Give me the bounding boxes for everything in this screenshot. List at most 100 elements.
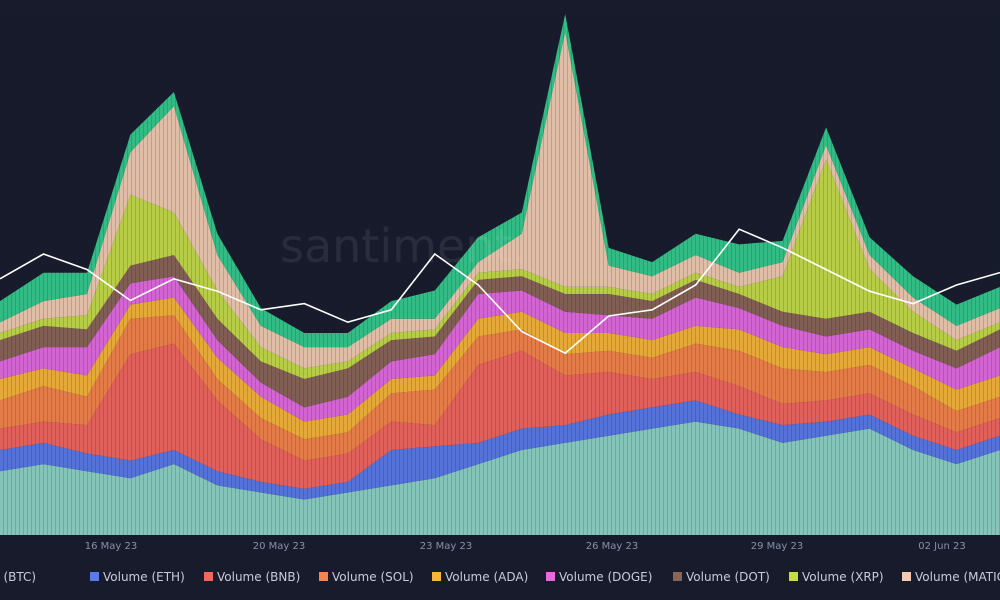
bar-gap [275, 14, 276, 535]
bar-gap [439, 14, 440, 535]
bar-gap [199, 14, 200, 535]
bar-gap [731, 14, 732, 535]
bar-gap [343, 14, 344, 535]
bar-gap [47, 14, 48, 535]
bar-gap [211, 14, 212, 535]
bar-gap [159, 14, 160, 535]
legend-swatch [204, 572, 213, 581]
area-volume-ltc [0, 14, 1000, 348]
x-tick-label: 23 May 23 [420, 541, 472, 552]
bar-gap [943, 14, 944, 535]
bar-gap [287, 14, 288, 535]
bar-gap [947, 14, 948, 535]
legend-item[interactable]: Volume (SOL) [319, 570, 414, 584]
legend-label: Volume (SOL) [332, 570, 414, 584]
bar-gap [207, 14, 208, 535]
bar-gap [223, 14, 224, 535]
bar-gap [715, 14, 716, 535]
bar-gap [375, 14, 376, 535]
bar-gap [847, 14, 848, 535]
bar-gap [447, 14, 448, 535]
bar-gap [883, 14, 884, 535]
bar-gap [759, 14, 760, 535]
bar-gap [963, 14, 964, 535]
legend-label: Volume (BTC) [0, 570, 36, 584]
bar-gap [615, 14, 616, 535]
bar-gap [235, 14, 236, 535]
bar-gap [903, 14, 904, 535]
bar-gap [775, 14, 776, 535]
bar-gap [543, 14, 544, 535]
x-axis-ticks: 16 May 23 20 May 23 23 May 23 26 May 23 29 M… [85, 541, 966, 552]
legend-item[interactable]: Volume (BNB) [204, 570, 300, 584]
bar-gap [919, 14, 920, 535]
bar-gap [579, 14, 580, 535]
bar-gap [643, 14, 644, 535]
legend-item[interactable]: Volume (DOGE) [546, 570, 652, 584]
bar-gap [147, 14, 148, 535]
legend-label: Volume (ADA) [445, 570, 528, 584]
bar-gap [115, 14, 116, 535]
bar-gap [815, 14, 816, 535]
bar-gap [655, 14, 656, 535]
bar-gap [931, 14, 932, 535]
bar-gap [35, 14, 36, 535]
bar-gap [83, 14, 84, 535]
bar-gap [303, 14, 304, 535]
bar-gap [355, 14, 356, 535]
bar-gap [451, 14, 452, 535]
bar-gap [251, 14, 252, 535]
bar-gap [171, 14, 172, 535]
legend-label: Volume (MATIC) [915, 570, 1000, 584]
legend-swatch [546, 572, 555, 581]
legend[interactable]: Volume (BTC) Volume (ETH) Volume (BNB) Volu… [0, 570, 1000, 584]
bar-gap [819, 14, 820, 535]
bar-gap [743, 14, 744, 535]
bar-gap [639, 14, 640, 535]
bar-gap [311, 14, 312, 535]
bar-gap [607, 14, 608, 535]
legend-item[interactable]: Volume (ETH) [90, 570, 185, 584]
bar-gap [227, 14, 228, 535]
legend-item[interactable]: Volume (ADA) [432, 570, 528, 584]
bar-gap [915, 14, 916, 535]
bar-gap [243, 14, 244, 535]
bar-gap [935, 14, 936, 535]
x-tick-label: 29 May 23 [751, 541, 803, 552]
legend-item[interactable]: Volume (XRP) [789, 570, 884, 584]
bar-gap [959, 14, 960, 535]
legend-item[interactable]: Volume (DOT) [673, 570, 770, 584]
bar-gap [339, 14, 340, 535]
legend-item[interactable]: Volume (MATIC) [902, 570, 1000, 584]
bar-gap [283, 14, 284, 535]
bar-gap [807, 14, 808, 535]
bar-gap [535, 14, 536, 535]
bar-gap [967, 14, 968, 535]
bar-gap [791, 14, 792, 535]
bar-gap [239, 14, 240, 535]
bar-gap [479, 14, 480, 535]
bar-gap [195, 14, 196, 535]
bar-gap [187, 14, 188, 535]
bar-gap [119, 14, 120, 535]
bar-gap [267, 14, 268, 535]
bar-gap [247, 14, 248, 535]
area-volume-sol [0, 315, 1000, 461]
legend-item[interactable]: Volume (BTC) [0, 570, 36, 584]
bar-gap [503, 14, 504, 535]
legend-label: Volume (BNB) [217, 570, 300, 584]
bar-gap [783, 14, 784, 535]
bar-gap [127, 14, 128, 535]
bar-gap [371, 14, 372, 535]
bar-gap [899, 14, 900, 535]
bar-gap [851, 14, 852, 535]
bar-gap [359, 14, 360, 535]
bar-gap [571, 14, 572, 535]
bar-gap [987, 14, 988, 535]
bar-gap [811, 14, 812, 535]
bar-gap [595, 14, 596, 535]
bar-gap [507, 14, 508, 535]
area-volume-dot [0, 255, 1000, 408]
bar-gap [95, 14, 96, 535]
